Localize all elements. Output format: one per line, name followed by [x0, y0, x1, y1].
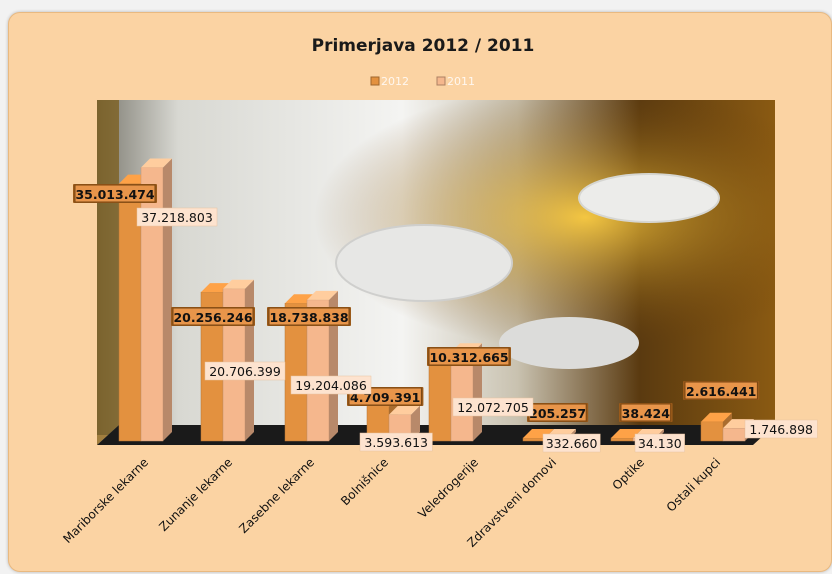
data-label-text: 10.312.665	[429, 350, 508, 365]
bar-side	[329, 290, 338, 441]
data-label-2012: 2.616.441	[683, 381, 760, 400]
data-label-2011: 20.706.399	[204, 361, 286, 381]
data-label-text: 37.218.803	[141, 210, 213, 225]
bar-front	[700, 421, 724, 442]
x-tick-label: Optike	[610, 455, 647, 492]
x-tick-label: Ostali kupci	[664, 455, 723, 514]
category-labels-layer: Mariborske lekarne Zunanje lekarne Zasebne…	[60, 455, 723, 550]
data-label-text: 34.130	[638, 436, 682, 451]
bar-2011	[306, 290, 338, 442]
chart-canvas: Primerjava 2012 / 2011 2012 2011 35.013.4…	[60, 36, 818, 550]
data-label-2011: 37.218.803	[136, 207, 218, 227]
bars-layer	[118, 158, 754, 442]
data-label-2012: 38.424	[619, 403, 673, 422]
bar-top	[611, 429, 642, 438]
x-tick-label: Zasebne lekarne	[236, 455, 317, 536]
x-tick-label: Zunanje lekarne	[156, 455, 235, 534]
x-tick-label: Mariborske lekarne	[60, 455, 151, 546]
data-label-2011: 1.746.898	[744, 419, 818, 439]
bar-side	[245, 279, 254, 441]
data-label-text: 12.072.705	[457, 400, 529, 415]
data-label-2011: 12.072.705	[452, 397, 534, 417]
data-label-2011: 332.660	[542, 433, 601, 453]
data-label-2011: 3.593.613	[359, 432, 433, 452]
data-label-2012: 18.738.838	[267, 307, 351, 326]
bar-2011	[450, 343, 482, 442]
data-label-text: 20.256.246	[173, 310, 252, 325]
data-label-text: 20.706.399	[209, 364, 281, 379]
data-label-text: 19.204.086	[295, 378, 367, 393]
data-label-2012: 20.256.246	[171, 307, 255, 326]
data-label-text: 2.616.441	[686, 384, 756, 399]
bar-front	[722, 427, 746, 442]
plot-background	[97, 100, 775, 445]
data-label-text: 1.746.898	[749, 422, 813, 437]
data-label-text: 35.013.474	[75, 187, 154, 202]
x-tick-label: Bolnišnice	[338, 455, 391, 508]
legend-label-2012: 2012	[381, 75, 409, 88]
data-label-2011: 19.204.086	[290, 375, 372, 395]
bar-side	[473, 343, 482, 441]
data-label-text: 332.660	[546, 436, 598, 451]
bar-top	[141, 158, 172, 168]
data-label-text: 38.424	[622, 406, 671, 421]
bar-top	[701, 412, 732, 422]
x-tick-label: Zdravstveni domovi	[464, 455, 559, 550]
legend-swatch-2011	[436, 76, 446, 86]
data-label-2012: 35.013.474	[73, 184, 157, 203]
data-label-text: 3.593.613	[364, 435, 428, 450]
data-label-2011: 34.130	[634, 433, 685, 453]
legend-label-2011: 2011	[447, 75, 475, 88]
bar-front	[522, 437, 546, 442]
legend: 2012 2011	[370, 75, 475, 88]
bar-front	[428, 364, 452, 442]
bar-top	[223, 279, 254, 289]
bar-top	[307, 290, 338, 300]
chart-frame: Primerjava 2012 / 2011 2012 2011 35.013.4…	[8, 12, 832, 572]
data-label-text: 18.738.838	[269, 310, 348, 325]
data-label-2012: 10.312.665	[427, 347, 511, 366]
data-label-2012: 205.257	[527, 403, 589, 422]
bar-2011	[222, 279, 254, 442]
bar-2011	[140, 158, 172, 442]
bar-side	[411, 405, 420, 441]
bar-top	[389, 405, 420, 415]
x-tick-label: Veledrogerije	[415, 455, 481, 521]
chart-title: Primerjava 2012 / 2011	[312, 36, 535, 56]
bar-side	[163, 158, 172, 441]
legend-swatch-2012	[370, 76, 380, 86]
bar-front	[610, 437, 634, 442]
data-label-text: 205.257	[529, 406, 586, 421]
